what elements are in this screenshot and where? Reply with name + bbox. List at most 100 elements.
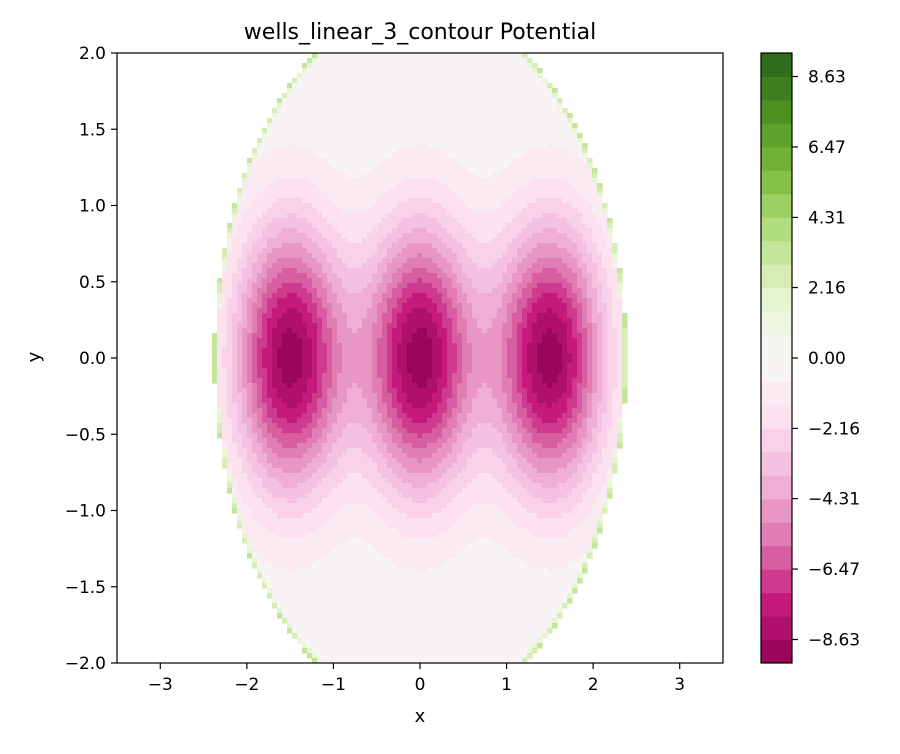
contour-cell <box>402 443 408 449</box>
contour-cell <box>437 88 443 94</box>
contour-cell <box>367 638 373 644</box>
contour-cell <box>432 268 438 274</box>
contour-cell <box>252 268 258 274</box>
contour-cell <box>317 318 323 324</box>
contour-cell <box>432 183 438 189</box>
contour-cell <box>342 353 348 359</box>
contour-cell <box>232 448 238 454</box>
contour-cell <box>312 188 318 194</box>
contour-cell <box>322 233 328 239</box>
contour-cell <box>282 413 288 419</box>
contour-cell <box>347 188 353 194</box>
contour-cell <box>352 553 358 559</box>
contour-cell <box>292 303 298 309</box>
contour-cell <box>442 413 448 419</box>
contour-cell <box>342 573 348 579</box>
contour-cell <box>382 353 388 359</box>
contour-cell <box>352 513 358 519</box>
contour-cell <box>247 213 253 219</box>
contour-cell <box>367 388 373 394</box>
contour-cell <box>317 148 323 154</box>
contour-cell <box>382 63 388 69</box>
contour-cell <box>327 268 333 274</box>
contour-cell <box>287 393 293 399</box>
contour-cell <box>352 248 358 254</box>
contour-cell <box>242 258 248 264</box>
contour-cell <box>422 153 428 159</box>
contour-cell <box>437 228 443 234</box>
contour-cell <box>362 368 368 374</box>
contour-cell <box>397 528 403 534</box>
contour-cell <box>422 523 428 529</box>
contour-cell <box>332 448 338 454</box>
contour-cell <box>367 613 373 619</box>
contour-cell <box>372 398 378 404</box>
contour-cell <box>382 633 388 639</box>
contour-cell <box>337 558 343 564</box>
contour-cell <box>312 638 318 644</box>
contour-cell <box>357 568 363 574</box>
contour-cell <box>377 408 383 414</box>
contour-cell <box>282 348 288 354</box>
contour-cell <box>217 293 223 299</box>
contour-cell <box>427 518 433 524</box>
contour-cell <box>367 128 373 134</box>
contour-cell <box>362 218 368 224</box>
contour-cell <box>282 573 288 579</box>
contour-cell <box>342 338 348 344</box>
contour-cell <box>347 553 353 559</box>
contour-cell <box>337 53 343 59</box>
contour-cell <box>257 168 263 174</box>
contour-cell <box>262 433 268 439</box>
contour-cell <box>392 368 398 374</box>
contour-cell <box>432 148 438 154</box>
contour-cell <box>247 483 253 489</box>
contour-cell <box>307 88 313 94</box>
contour-cell <box>332 263 338 269</box>
contour-cell <box>352 433 358 439</box>
contour-cell <box>262 263 268 269</box>
contour-cell <box>322 58 328 64</box>
contour-cell <box>347 223 353 229</box>
contour-cell <box>282 163 288 169</box>
contour-cell <box>312 538 318 544</box>
contour-cell <box>302 443 308 449</box>
contour-cell <box>422 78 428 84</box>
contour-cell <box>327 103 333 109</box>
contour-cell <box>302 648 308 654</box>
contour-cell <box>262 138 268 144</box>
contour-cell <box>407 633 413 639</box>
contour-cell <box>417 453 423 459</box>
contour-cell <box>262 418 268 424</box>
contour-cell <box>352 583 358 589</box>
contour-cell <box>337 578 343 584</box>
contour-cell <box>252 548 258 554</box>
contour-cell <box>252 318 258 324</box>
contour-cell <box>357 573 363 579</box>
contour-cell <box>312 233 318 239</box>
contour-cell <box>442 338 448 344</box>
contour-cell <box>262 503 268 509</box>
contour-cell <box>402 293 408 299</box>
contour-cell <box>297 98 303 104</box>
contour-cell <box>342 633 348 639</box>
contour-cell <box>267 253 273 259</box>
contour-cell <box>352 168 358 174</box>
contour-cell <box>357 373 363 379</box>
contour-cell <box>327 553 333 559</box>
contour-cell <box>302 73 308 79</box>
contour-cell <box>427 428 433 434</box>
contour-cell <box>392 158 398 164</box>
contour-cell <box>367 428 373 434</box>
contour-cell <box>417 653 423 659</box>
contour-cell <box>352 498 358 504</box>
contour-cell <box>327 558 333 564</box>
contour-cell <box>417 128 423 134</box>
contour-cell <box>437 408 443 414</box>
contour-cell <box>412 313 418 319</box>
contour-cell <box>362 598 368 604</box>
contour-cell <box>412 403 418 409</box>
contour-cell <box>362 88 368 94</box>
contour-cell <box>387 413 393 419</box>
